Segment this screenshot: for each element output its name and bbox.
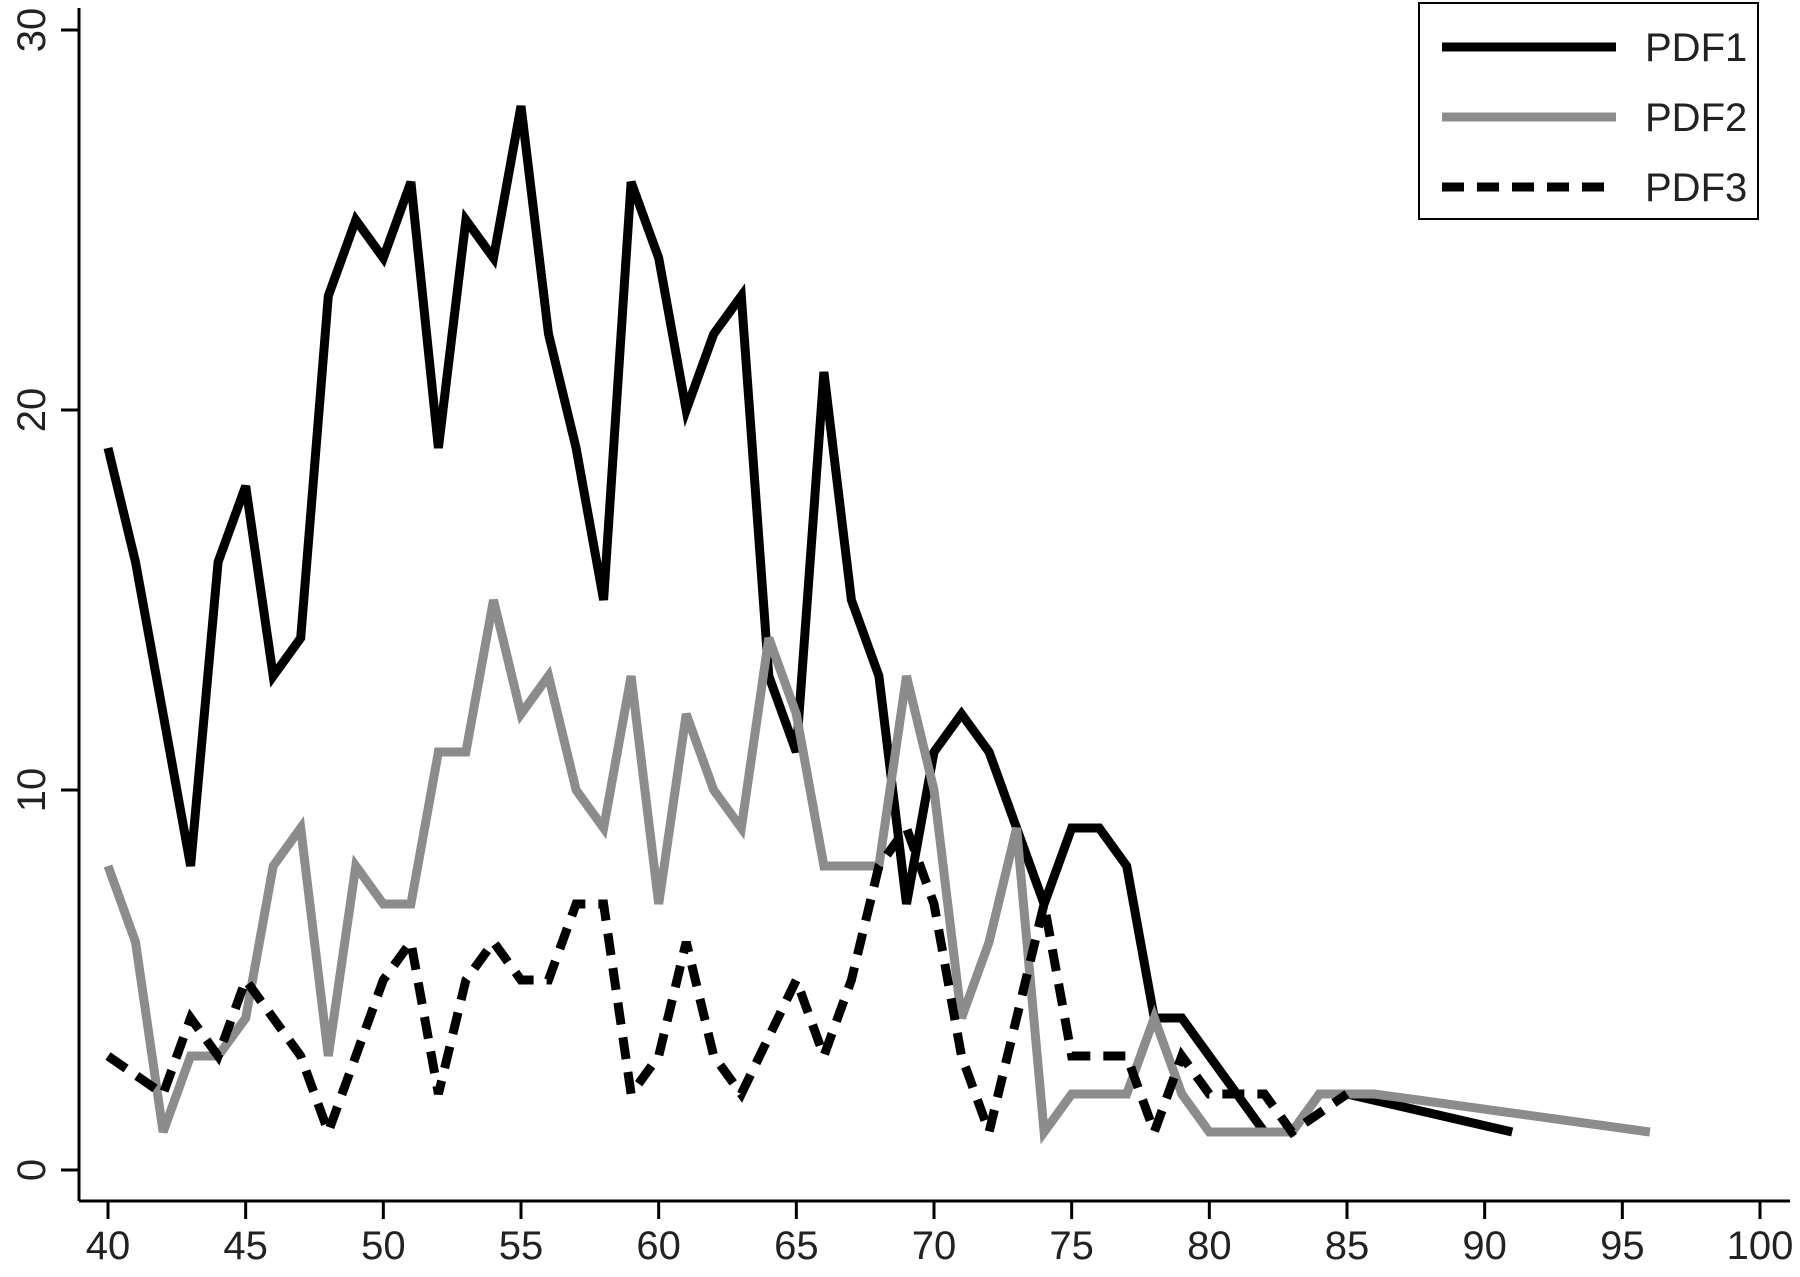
x-tick-label: 55: [499, 1224, 544, 1268]
axes: 40 45 50 55 60 65 70 75 80 85 90 95 100 0 10 20 30: [10, 8, 1793, 1268]
legend: PDF1 PDF2 PDF3: [1418, 2, 1759, 220]
x-tick-label: 100: [1727, 1224, 1794, 1268]
series-line-pdf3: [105, 818, 1350, 1148]
legend-label-pdf3: PDF3: [1645, 166, 1747, 210]
y-tick-label: 10: [10, 768, 54, 813]
legend-label-pdf1: PDF1: [1645, 26, 1747, 70]
x-tick-label: 40: [86, 1224, 131, 1268]
x-tick-label: 90: [1462, 1224, 1507, 1268]
y-tick-label: 30: [10, 8, 54, 53]
series-line-pdf2: [103, 598, 1651, 1145]
x-tick-label: 65: [774, 1224, 819, 1268]
x-tick-label: 70: [912, 1224, 957, 1268]
x-tick-label: 85: [1325, 1224, 1370, 1268]
series-layer: [103, 105, 1651, 1148]
legend-label-pdf2: PDF2: [1645, 96, 1747, 140]
x-tick-label: 60: [636, 1224, 681, 1268]
x-tick-label: 95: [1600, 1224, 1645, 1268]
series-line-pdf1: [103, 105, 1514, 1137]
x-tick-label: 80: [1187, 1224, 1232, 1268]
y-tick-label: 0: [10, 1159, 54, 1181]
x-tick-label: 75: [1049, 1224, 1094, 1268]
x-tick-label: 50: [361, 1224, 406, 1268]
x-tick-label: 45: [223, 1224, 268, 1268]
y-tick-label: 20: [10, 388, 54, 433]
